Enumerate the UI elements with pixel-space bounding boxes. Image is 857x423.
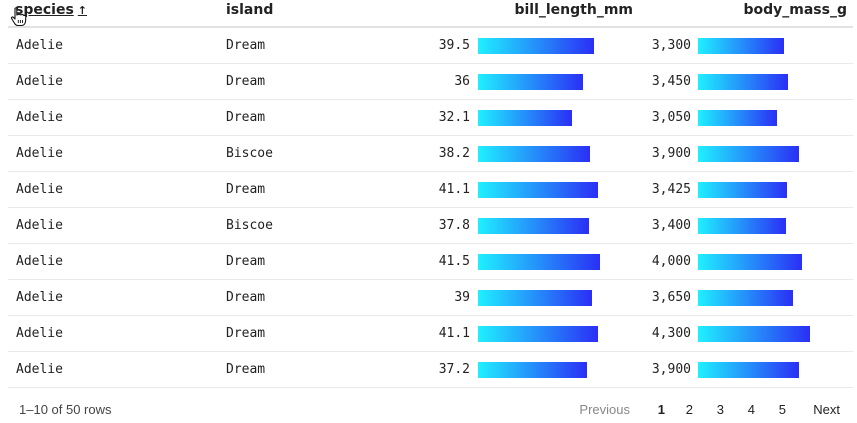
species-cell: Adelie bbox=[16, 110, 63, 125]
species-cell: Adelie bbox=[16, 326, 63, 341]
body-mass-cell: 4,000 bbox=[651, 254, 691, 269]
previous-page-button[interactable]: Previous bbox=[579, 402, 630, 417]
species-header-label: species bbox=[15, 2, 74, 18]
bill-length-column-header[interactable]: bill_length_mm bbox=[514, 2, 633, 18]
species-cell: Adelie bbox=[16, 290, 63, 305]
island-cell: Dream bbox=[226, 182, 266, 197]
species-cell: Adelie bbox=[16, 254, 63, 269]
bill-length-bar bbox=[478, 110, 572, 126]
pagination-footer: 1–10 of 50 rows Previous 1 2 3 4 5 Next bbox=[8, 396, 853, 420]
species-column-header[interactable]: species ↑ bbox=[15, 2, 87, 18]
island-cell: Dream bbox=[226, 326, 266, 341]
table-row: Adelie Biscoe 38.2 3,900 bbox=[8, 136, 853, 172]
bill-length-bar bbox=[478, 38, 594, 54]
species-cell: Adelie bbox=[16, 146, 63, 161]
page-4-button[interactable]: 4 bbox=[747, 402, 755, 417]
body-mass-bar bbox=[698, 146, 799, 162]
bill-length-bar bbox=[478, 146, 590, 162]
species-cell: Adelie bbox=[16, 182, 63, 197]
island-cell: Dream bbox=[226, 110, 266, 125]
table-header: species ↑ island bill_length_mm body_mass… bbox=[8, 0, 853, 28]
body-mass-bar bbox=[698, 290, 793, 306]
species-cell: Adelie bbox=[16, 38, 63, 53]
table-row: Adelie Dream 32.1 3,050 bbox=[8, 100, 853, 136]
body-mass-cell: 3,450 bbox=[651, 74, 691, 89]
body-mass-bar bbox=[698, 38, 784, 54]
body-mass-bar bbox=[698, 110, 777, 126]
bill-length-bar bbox=[478, 254, 600, 270]
table-row: Adelie Biscoe 37.8 3,400 bbox=[8, 208, 853, 244]
island-column-header[interactable]: island bbox=[226, 2, 274, 18]
bill-length-cell: 37.2 bbox=[438, 362, 470, 377]
body-mass-bar bbox=[698, 218, 786, 234]
bill-length-cell: 41.1 bbox=[438, 182, 470, 197]
island-cell: Dream bbox=[226, 38, 266, 53]
bill-length-cell: 41.1 bbox=[438, 326, 470, 341]
body-mass-cell: 3,300 bbox=[651, 38, 691, 53]
page-5-button[interactable]: 5 bbox=[778, 402, 786, 417]
bill-length-bar bbox=[478, 326, 598, 342]
table-body: Adelie Dream 39.5 3,300 Adelie Dream 36 3,450 Ad… bbox=[8, 28, 853, 388]
hand-pointer-icon bbox=[10, 7, 27, 27]
body-mass-bar bbox=[698, 182, 787, 198]
island-cell: Dream bbox=[226, 362, 266, 377]
bill-length-cell: 37.8 bbox=[438, 218, 470, 233]
species-cell: Adelie bbox=[16, 74, 63, 89]
next-page-button[interactable]: Next bbox=[813, 402, 840, 417]
island-cell: Biscoe bbox=[226, 146, 273, 161]
island-cell: Dream bbox=[226, 290, 266, 305]
bill-length-cell: 39 bbox=[454, 290, 470, 305]
body-mass-cell: 3,900 bbox=[651, 146, 691, 161]
row-count-info: 1–10 of 50 rows bbox=[19, 402, 112, 417]
table-row: Adelie Dream 41.5 4,000 bbox=[8, 244, 853, 280]
page-1-button[interactable]: 1 bbox=[657, 402, 665, 417]
species-cell: Adelie bbox=[16, 218, 63, 233]
bill-length-bar bbox=[478, 362, 587, 378]
table-row: Adelie Dream 39.5 3,300 bbox=[8, 28, 853, 64]
sort-ascending-icon: ↑ bbox=[77, 4, 87, 17]
island-cell: Dream bbox=[226, 254, 266, 269]
body-mass-cell: 3,400 bbox=[651, 218, 691, 233]
body-mass-bar bbox=[698, 362, 799, 378]
body-mass-cell: 3,650 bbox=[651, 290, 691, 305]
island-cell: Dream bbox=[226, 74, 266, 89]
body-mass-cell: 4,300 bbox=[651, 326, 691, 341]
data-table: species ↑ island bill_length_mm body_mass… bbox=[8, 0, 853, 388]
bill-length-bar bbox=[478, 290, 592, 306]
species-cell: Adelie bbox=[16, 362, 63, 377]
body-mass-cell: 3,425 bbox=[651, 182, 691, 197]
table-row: Adelie Dream 39 3,650 bbox=[8, 280, 853, 316]
body-mass-cell: 3,050 bbox=[651, 110, 691, 125]
bill-length-cell: 38.2 bbox=[438, 146, 470, 161]
page-3-button[interactable]: 3 bbox=[716, 402, 724, 417]
table-row: Adelie Dream 41.1 4,300 bbox=[8, 316, 853, 352]
body-mass-bar bbox=[698, 74, 788, 90]
bill-length-bar bbox=[478, 182, 598, 198]
table-row: Adelie Dream 37.2 3,900 bbox=[8, 352, 853, 388]
body-mass-column-header[interactable]: body_mass_g bbox=[743, 2, 847, 18]
island-cell: Biscoe bbox=[226, 218, 273, 233]
bill-length-cell: 41.5 bbox=[438, 254, 470, 269]
bill-length-cell: 32.1 bbox=[438, 110, 470, 125]
body-mass-bar bbox=[698, 326, 810, 342]
bill-length-bar bbox=[478, 74, 583, 90]
body-mass-cell: 3,900 bbox=[651, 362, 691, 377]
body-mass-bar bbox=[698, 254, 802, 270]
bill-length-cell: 39.5 bbox=[438, 38, 470, 53]
page-2-button[interactable]: 2 bbox=[685, 402, 693, 417]
bill-length-cell: 36 bbox=[454, 74, 470, 89]
table-row: Adelie Dream 41.1 3,425 bbox=[8, 172, 853, 208]
bill-length-bar bbox=[478, 218, 589, 234]
table-row: Adelie Dream 36 3,450 bbox=[8, 64, 853, 100]
